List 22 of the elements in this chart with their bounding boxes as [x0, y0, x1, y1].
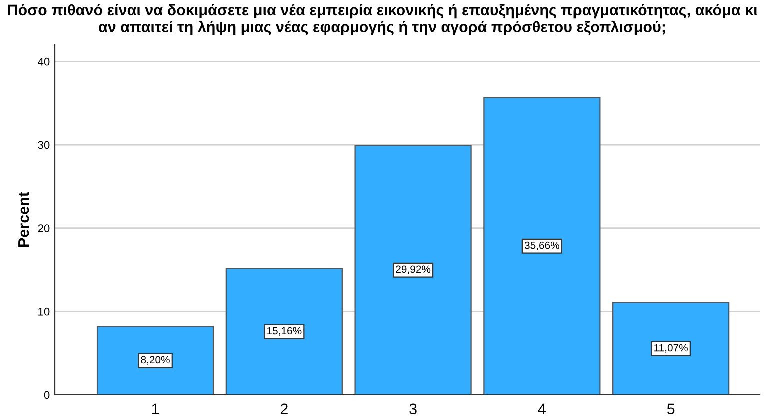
x-tick-label: 4	[538, 404, 546, 414]
bar	[96, 326, 214, 395]
y-tick-label: 0	[44, 391, 50, 400]
bar	[612, 302, 730, 395]
bar	[484, 97, 601, 395]
y-tick-label: 20	[38, 224, 50, 232]
x-tick-label: 1	[152, 404, 160, 414]
bar	[354, 145, 472, 395]
y-tick-label: 30	[38, 141, 50, 150]
x-tick-label: 5	[667, 404, 675, 415]
data-label: 29,92%	[396, 266, 431, 274]
data-label: 15,16%	[268, 327, 302, 336]
x-tick-label: 2	[280, 404, 288, 414]
y-tick-label: 40	[38, 58, 50, 66]
x-tick-label: 3	[410, 404, 417, 415]
data-label: 35,66%	[524, 242, 560, 250]
chart-title: Πόσο πιθανό είναι να δοκιμάσετε μια νέα εμπειρία εικονικής ή επαυξημένης πραγματικότητας, ακόμα κι αν απαιτεί τη λήψη μιας νέας εφαρμογής ή την αγορά πρόσθετου εξοπλισμού;	[8, 4, 758, 36]
y-tick-label: 10	[38, 308, 50, 316]
bar	[226, 268, 343, 395]
data-label: 11,07%	[654, 344, 688, 353]
data-label: 8,20%	[141, 356, 170, 365]
y-axis-title: Percent	[18, 192, 30, 247]
